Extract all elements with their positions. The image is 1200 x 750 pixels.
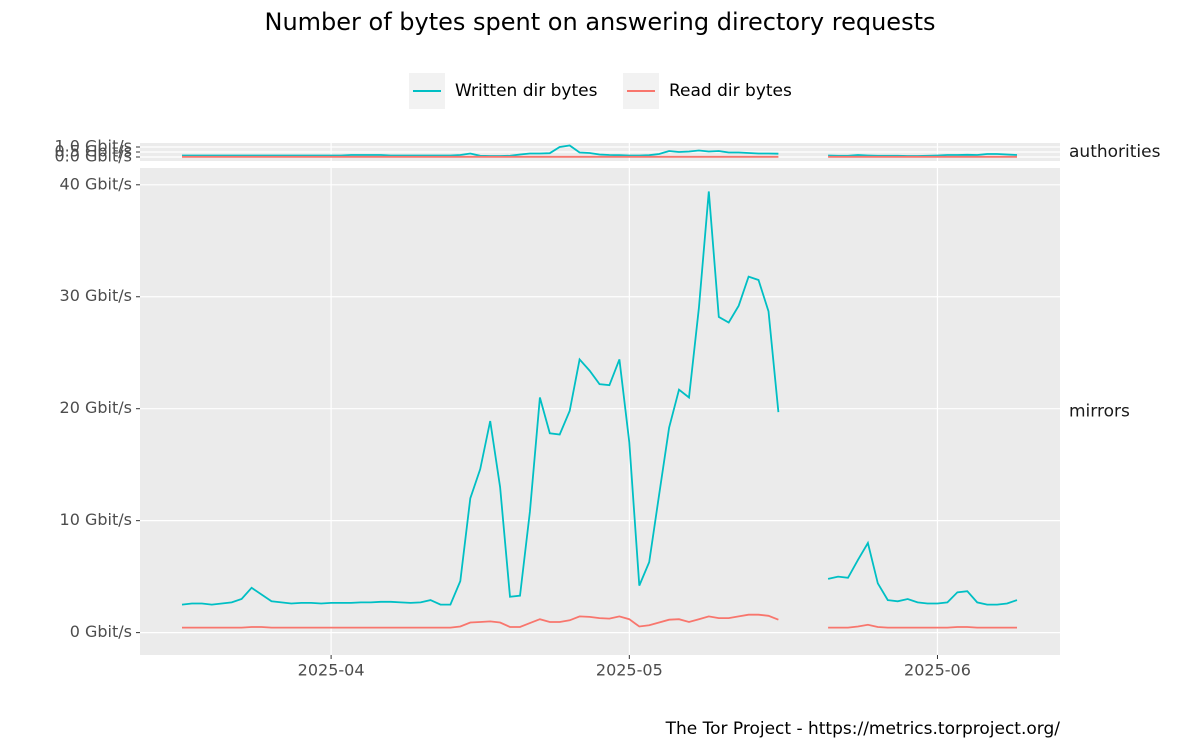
x-tick-label: 2025-05 <box>596 661 663 680</box>
y-tick-label: 0.0 Gbit/s <box>54 147 132 166</box>
y-tick-label: 30 Gbit/s <box>60 286 132 305</box>
facet-label: authorities <box>1069 142 1161 162</box>
data-line <box>181 191 1018 606</box>
caption: The Tor Project - https://metrics.torpro… <box>665 719 1061 739</box>
y-tick-label: 1.0 Gbit/s <box>54 137 132 156</box>
panel <box>140 168 1060 655</box>
y-tick-label: 0 Gbit/s <box>70 622 132 641</box>
chart-title: Number of bytes spent on answering direc… <box>265 8 936 36</box>
facet-label: mirrors <box>1069 402 1130 422</box>
legend-label: Read dir bytes <box>669 81 792 101</box>
data-line <box>182 144 1018 157</box>
y-tick-label: 0.5 Gbit/s <box>54 142 132 161</box>
x-tick-label: 2025-04 <box>298 661 365 680</box>
x-tick-label: 2025-06 <box>904 661 971 680</box>
legend-label: Written dir bytes <box>455 81 598 101</box>
y-tick-label: 40 Gbit/s <box>60 174 132 193</box>
y-tick-label: 10 Gbit/s <box>60 510 132 529</box>
data-line <box>182 613 1017 629</box>
y-tick-label: 20 Gbit/s <box>60 398 132 417</box>
